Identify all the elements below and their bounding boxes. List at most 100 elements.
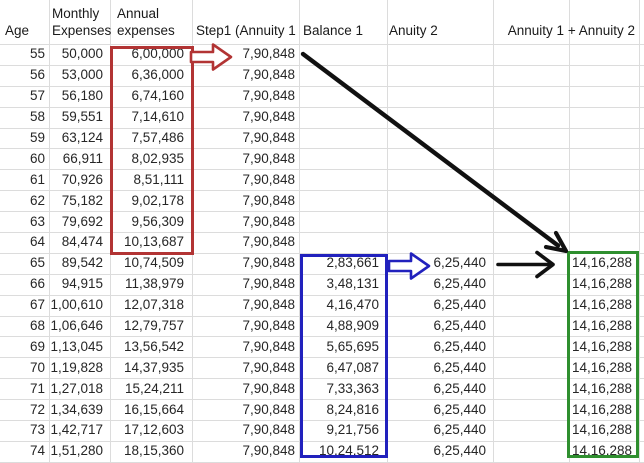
cell-anuity2[interactable]: 6,25,440 bbox=[388, 379, 494, 401]
cell-annual[interactable]: 6,00,000 bbox=[111, 45, 193, 66]
cell-anuity2[interactable]: 6,25,440 bbox=[388, 253, 494, 275]
cell-balance1[interactable] bbox=[300, 191, 388, 213]
cell-gap[interactable] bbox=[494, 212, 570, 234]
cell-annual[interactable]: 8,51,111 bbox=[111, 170, 193, 192]
cell-total[interactable]: 14,16,288 bbox=[570, 316, 640, 338]
cell-balance1[interactable]: 2,83,661 bbox=[300, 253, 388, 275]
cell-annual[interactable]: 18,15,360 bbox=[111, 441, 193, 463]
cell-total[interactable]: 14,16,288 bbox=[570, 337, 640, 359]
header-balance1[interactable]: Balance 1 bbox=[300, 0, 388, 45]
cell-annual[interactable]: 10,13,687 bbox=[111, 233, 193, 254]
cell-annuity1[interactable]: 7,90,848 bbox=[193, 107, 300, 129]
cell-anuity2[interactable] bbox=[388, 191, 494, 213]
cell-monthly[interactable]: 1,42,717 bbox=[50, 421, 111, 442]
cell-total[interactable]: 14,16,288 bbox=[570, 253, 640, 275]
cell-balance1[interactable]: 4,88,909 bbox=[300, 316, 388, 338]
cell-age[interactable]: 59 bbox=[0, 128, 50, 150]
cell-age[interactable]: 62 bbox=[0, 191, 50, 213]
cell-anuity2[interactable]: 6,25,440 bbox=[388, 421, 494, 442]
header-step1-annuity1[interactable]: Step1 (Annuity 1 bbox=[193, 0, 300, 45]
header-age[interactable]: Age bbox=[0, 0, 50, 45]
cell-age[interactable]: 72 bbox=[0, 400, 50, 422]
cell-monthly[interactable]: 75,182 bbox=[50, 191, 111, 213]
cell-annuity1[interactable]: 7,90,848 bbox=[193, 337, 300, 359]
cell-balance1[interactable]: 5,65,695 bbox=[300, 337, 388, 359]
cell-monthly[interactable]: 53,000 bbox=[50, 65, 111, 87]
cell-annual[interactable]: 13,56,542 bbox=[111, 337, 193, 359]
cell-monthly[interactable]: 1,06,646 bbox=[50, 316, 111, 338]
cell-balance1[interactable] bbox=[300, 170, 388, 192]
cell-monthly[interactable]: 1,27,018 bbox=[50, 379, 111, 401]
cell-gap[interactable] bbox=[494, 45, 570, 66]
cell-anuity2[interactable] bbox=[388, 128, 494, 150]
cell-total[interactable]: 14,16,288 bbox=[570, 441, 640, 463]
cell-annuity1[interactable]: 7,90,848 bbox=[193, 316, 300, 338]
cell-age[interactable]: 74 bbox=[0, 441, 50, 463]
cell-monthly[interactable]: 1,34,639 bbox=[50, 400, 111, 422]
cell-monthly[interactable]: 59,551 bbox=[50, 107, 111, 129]
cell-gap[interactable] bbox=[494, 253, 570, 275]
cell-total[interactable] bbox=[570, 65, 640, 87]
cell-monthly[interactable]: 84,474 bbox=[50, 233, 111, 254]
cell-total[interactable] bbox=[570, 212, 640, 234]
cell-balance1[interactable] bbox=[300, 128, 388, 150]
cell-annuity1[interactable]: 7,90,848 bbox=[193, 295, 300, 317]
header-annual-expenses[interactable]: Annual expenses bbox=[111, 0, 193, 45]
cell-gap[interactable] bbox=[494, 337, 570, 359]
cell-gap[interactable] bbox=[494, 295, 570, 317]
cell-age[interactable]: 70 bbox=[0, 358, 50, 380]
cell-total[interactable]: 14,16,288 bbox=[570, 295, 640, 317]
cell-age[interactable]: 55 bbox=[0, 45, 50, 66]
cell-annuity1[interactable]: 7,90,848 bbox=[193, 212, 300, 234]
cell-total[interactable]: 14,16,288 bbox=[570, 274, 640, 296]
cell-monthly[interactable]: 70,926 bbox=[50, 170, 111, 192]
cell-anuity2[interactable] bbox=[388, 107, 494, 129]
cell-anuity2[interactable] bbox=[388, 212, 494, 234]
cell-gap[interactable] bbox=[494, 107, 570, 129]
cell-gap[interactable] bbox=[494, 128, 570, 150]
cell-gap[interactable] bbox=[494, 233, 570, 254]
cell-total[interactable]: 14,16,288 bbox=[570, 358, 640, 380]
cell-gap[interactable] bbox=[494, 358, 570, 380]
cell-balance1[interactable] bbox=[300, 107, 388, 129]
cell-monthly[interactable]: 1,00,610 bbox=[50, 295, 111, 317]
cell-balance1[interactable] bbox=[300, 212, 388, 234]
cell-total[interactable]: 14,16,288 bbox=[570, 379, 640, 401]
cell-age[interactable]: 69 bbox=[0, 337, 50, 359]
cell-annuity1[interactable]: 7,90,848 bbox=[193, 149, 300, 171]
cell-monthly[interactable]: 1,19,828 bbox=[50, 358, 111, 380]
cell-anuity2[interactable]: 6,25,440 bbox=[388, 337, 494, 359]
cell-gap[interactable] bbox=[494, 170, 570, 192]
cell-balance1[interactable]: 9,21,756 bbox=[300, 421, 388, 442]
cell-annual[interactable]: 14,37,935 bbox=[111, 358, 193, 380]
cell-age[interactable]: 66 bbox=[0, 274, 50, 296]
cell-annuity1[interactable]: 7,90,848 bbox=[193, 65, 300, 87]
cell-age[interactable]: 57 bbox=[0, 86, 50, 108]
cell-annuity1[interactable]: 7,90,848 bbox=[193, 379, 300, 401]
cell-annual[interactable]: 11,38,979 bbox=[111, 274, 193, 296]
cell-anuity2[interactable]: 6,25,440 bbox=[388, 295, 494, 317]
cell-gap[interactable] bbox=[494, 379, 570, 401]
cell-balance1[interactable]: 8,24,816 bbox=[300, 400, 388, 422]
cell-annuity1[interactable]: 7,90,848 bbox=[193, 86, 300, 108]
header-monthly-expenses[interactable]: Monthly Expenses bbox=[50, 0, 111, 45]
cell-annual[interactable]: 12,07,318 bbox=[111, 295, 193, 317]
cell-gap[interactable] bbox=[494, 191, 570, 213]
cell-total[interactable] bbox=[570, 170, 640, 192]
cell-annual[interactable]: 6,74,160 bbox=[111, 86, 193, 108]
cell-monthly[interactable]: 56,180 bbox=[50, 86, 111, 108]
cell-age[interactable]: 58 bbox=[0, 107, 50, 129]
cell-anuity2[interactable] bbox=[388, 86, 494, 108]
cell-balance1[interactable] bbox=[300, 45, 388, 66]
cell-annual[interactable]: 10,74,509 bbox=[111, 253, 193, 275]
header-annuity1-plus-annuity2[interactable]: Annuity 1 + Annuity 2 bbox=[508, 0, 640, 45]
cell-age[interactable]: 63 bbox=[0, 212, 50, 234]
cell-annual[interactable]: 15,24,211 bbox=[111, 379, 193, 401]
cell-balance1[interactable] bbox=[300, 86, 388, 108]
cell-gap[interactable] bbox=[494, 441, 570, 463]
cell-age[interactable]: 71 bbox=[0, 379, 50, 401]
cell-monthly[interactable]: 50,000 bbox=[50, 45, 111, 66]
cell-balance1[interactable]: 6,47,087 bbox=[300, 358, 388, 380]
cell-annual[interactable]: 9,56,309 bbox=[111, 212, 193, 234]
cell-balance1[interactable] bbox=[300, 65, 388, 87]
